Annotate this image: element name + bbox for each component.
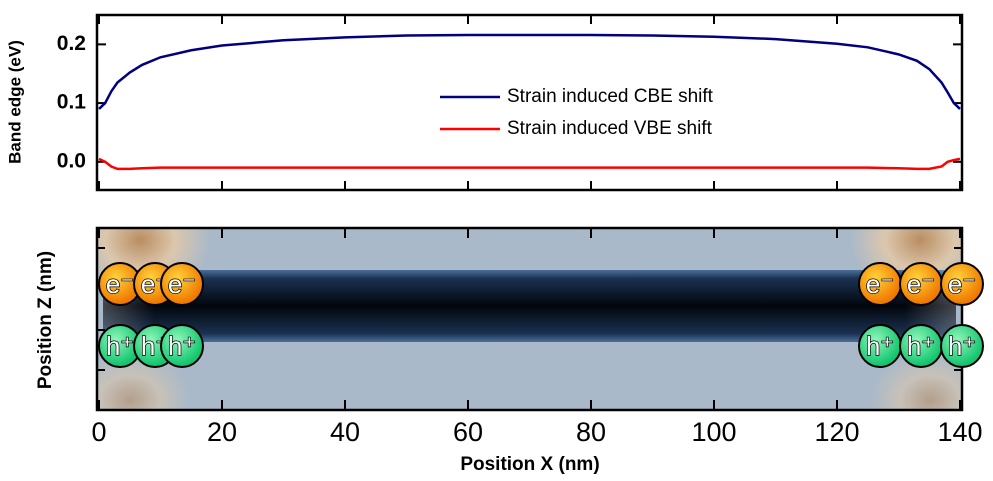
series-line [98,157,961,171]
hole-label: h⁺ [168,331,196,361]
legend-label: Strain induced CBE shift [507,86,714,107]
y-tick-label: 0.0 [57,149,86,172]
y-tick-label: 0.1 [57,91,87,114]
electron-label: e⁻ [168,269,196,299]
hole-label: h⁺ [106,331,134,361]
x-tick-label: 100 [691,417,736,447]
electron-label: e⁻ [106,269,134,299]
y-axis-title: Band edge (eV) [5,40,24,164]
x-tick-label: 20 [207,417,237,447]
electron-label: e⁻ [948,269,976,299]
x-tick-label: 0 [91,417,106,447]
electron-label: e⁻ [866,269,894,299]
hole-label: h⁺ [907,331,935,361]
x-tick-label: 80 [576,417,606,447]
x-tick-label: 140 [937,417,982,447]
hole-label: h⁺ [948,331,976,361]
legend-label: Strain induced VBE shift [507,118,713,139]
heatmap [97,228,962,410]
x-axis-title: Position X (nm) [460,454,599,475]
electron-label: e⁻ [907,269,935,299]
hole [160,324,204,368]
hole-label: h⁺ [866,331,894,361]
x-tick-label: 120 [814,417,859,447]
y-tick-label: 0.2 [57,32,86,55]
electron [160,262,204,306]
series-line [98,33,961,110]
electron [940,262,984,306]
y-axis-title: Position Z (nm) [35,251,56,389]
x-tick-label: 40 [330,417,360,447]
hole [940,324,984,368]
plot-frame [95,226,964,412]
x-tick-label: 60 [453,417,483,447]
